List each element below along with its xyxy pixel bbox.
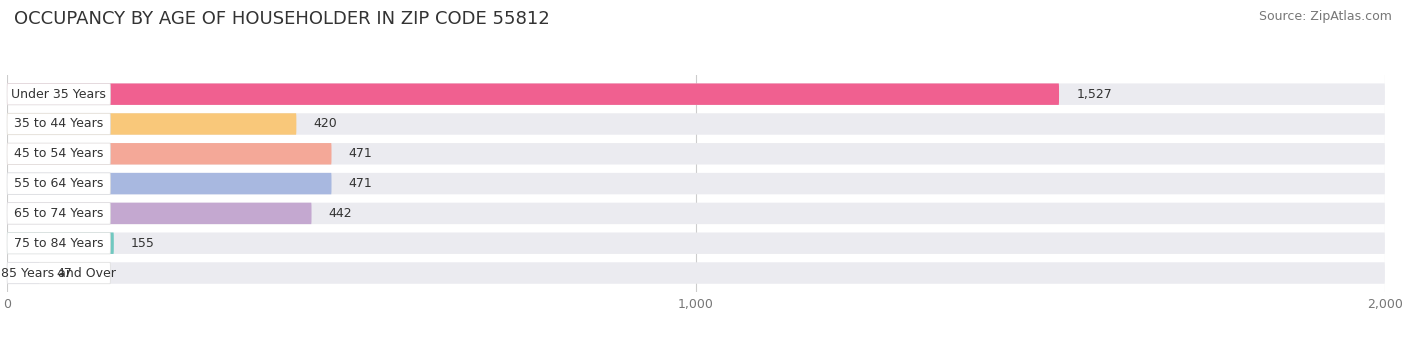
Text: 1,527: 1,527 (1076, 88, 1112, 101)
FancyBboxPatch shape (7, 83, 111, 105)
Text: 47: 47 (56, 267, 73, 279)
FancyBboxPatch shape (7, 113, 1385, 135)
Text: 35 to 44 Years: 35 to 44 Years (14, 118, 103, 131)
FancyBboxPatch shape (7, 233, 1385, 254)
FancyBboxPatch shape (7, 113, 111, 135)
Text: 85 Years and Over: 85 Years and Over (1, 267, 117, 279)
FancyBboxPatch shape (7, 233, 111, 254)
FancyBboxPatch shape (7, 262, 39, 284)
FancyBboxPatch shape (7, 262, 111, 284)
FancyBboxPatch shape (7, 173, 332, 194)
FancyBboxPatch shape (7, 203, 111, 224)
FancyBboxPatch shape (7, 83, 1059, 105)
FancyBboxPatch shape (7, 173, 1385, 194)
Text: 75 to 84 Years: 75 to 84 Years (14, 237, 104, 250)
FancyBboxPatch shape (7, 83, 1385, 105)
Text: 55 to 64 Years: 55 to 64 Years (14, 177, 104, 190)
FancyBboxPatch shape (7, 113, 297, 135)
Text: 471: 471 (349, 147, 373, 160)
Text: OCCUPANCY BY AGE OF HOUSEHOLDER IN ZIP CODE 55812: OCCUPANCY BY AGE OF HOUSEHOLDER IN ZIP C… (14, 10, 550, 28)
Text: 45 to 54 Years: 45 to 54 Years (14, 147, 104, 160)
Text: Source: ZipAtlas.com: Source: ZipAtlas.com (1258, 10, 1392, 23)
Text: 471: 471 (349, 177, 373, 190)
FancyBboxPatch shape (7, 203, 312, 224)
FancyBboxPatch shape (7, 233, 114, 254)
Text: 442: 442 (329, 207, 353, 220)
FancyBboxPatch shape (7, 143, 332, 165)
Text: 155: 155 (131, 237, 155, 250)
FancyBboxPatch shape (7, 143, 111, 165)
FancyBboxPatch shape (7, 173, 111, 194)
FancyBboxPatch shape (7, 262, 1385, 284)
Text: 65 to 74 Years: 65 to 74 Years (14, 207, 104, 220)
FancyBboxPatch shape (7, 203, 1385, 224)
Text: Under 35 Years: Under 35 Years (11, 88, 105, 101)
FancyBboxPatch shape (7, 143, 1385, 165)
Text: 420: 420 (314, 118, 337, 131)
